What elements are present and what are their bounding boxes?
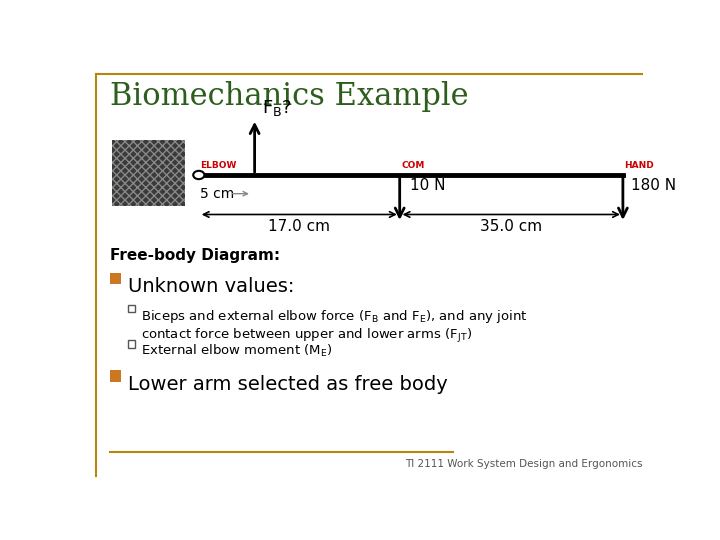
Text: Biceps and external elbow force (F$_\mathsf{B}$ and F$_\mathsf{E}$), and any joi: Biceps and external elbow force (F$_\mat…: [141, 308, 528, 346]
Bar: [112, 140, 185, 206]
Text: 5 cm: 5 cm: [200, 187, 235, 201]
Text: Lower arm selected as free body: Lower arm selected as free body: [128, 375, 448, 394]
Bar: [109, 370, 121, 382]
Text: External elbow moment (M$_\mathsf{E}$): External elbow moment (M$_\mathsf{E}$): [141, 343, 333, 360]
Text: 35.0 cm: 35.0 cm: [480, 219, 542, 234]
Text: F$_\mathsf{B}$?: F$_\mathsf{B}$?: [262, 98, 292, 118]
Text: 10 N: 10 N: [410, 178, 445, 193]
Text: Biomechanics Example: Biomechanics Example: [109, 82, 468, 112]
Bar: [128, 340, 135, 348]
Text: Free-body Diagram:: Free-body Diagram:: [109, 248, 279, 263]
Bar: [109, 273, 121, 285]
Text: 180 N: 180 N: [631, 178, 676, 193]
Text: ELBOW: ELBOW: [200, 160, 237, 170]
Circle shape: [193, 171, 204, 179]
Text: TI 2111 Work System Design and Ergonomics: TI 2111 Work System Design and Ergonomic…: [405, 459, 642, 469]
Text: HAND: HAND: [624, 160, 654, 170]
Text: COM: COM: [401, 160, 425, 170]
Text: Unknown values:: Unknown values:: [128, 277, 294, 296]
Text: 17.0 cm: 17.0 cm: [269, 219, 330, 234]
Bar: [128, 305, 135, 312]
Bar: [112, 140, 185, 206]
